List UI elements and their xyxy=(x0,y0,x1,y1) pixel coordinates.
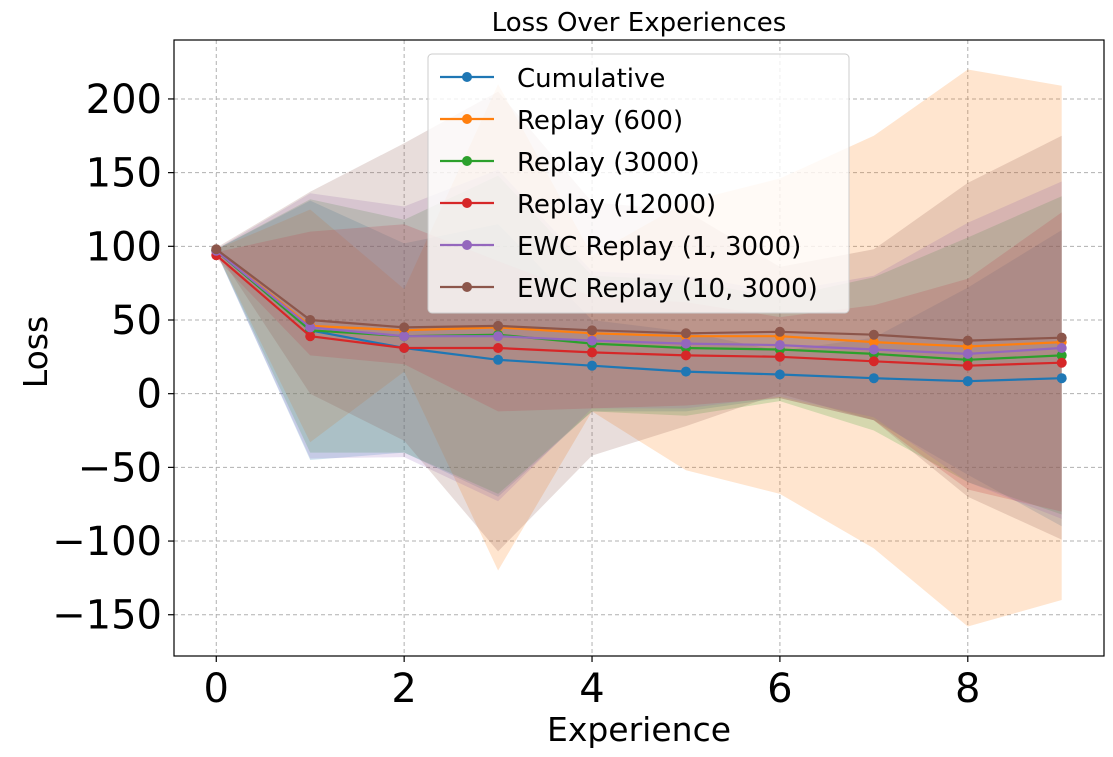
point-series-3 xyxy=(868,356,879,367)
legend-marker xyxy=(462,72,472,82)
legend-label: EWC Replay (1, 3000) xyxy=(517,232,801,262)
y-tick-label: 100 xyxy=(86,224,162,270)
x-axis-ticks: 0 2 4 6 8 xyxy=(204,656,981,712)
point-series-4 xyxy=(493,331,504,342)
point-series-5 xyxy=(399,322,410,333)
legend: Cumulative Replay (600) Replay (3000) Repla… xyxy=(427,53,850,314)
y-tick-label: −50 xyxy=(78,445,162,491)
line-series-5 xyxy=(215,248,1062,342)
y-tick-label: −100 xyxy=(52,519,162,565)
plot-frame xyxy=(173,39,1105,657)
point-series-0 xyxy=(962,376,973,387)
point-series-4 xyxy=(1056,343,1067,353)
point-series-2 xyxy=(1056,350,1067,361)
point-series-4 xyxy=(868,344,879,355)
point-series-4 xyxy=(305,322,316,333)
x-tick-label: 2 xyxy=(391,666,416,712)
point-series-0 xyxy=(680,366,691,377)
point-series-0 xyxy=(1056,373,1067,384)
line-series-2 xyxy=(215,249,1062,361)
x-tick-label: 8 xyxy=(955,666,980,712)
point-series-3 xyxy=(305,331,316,342)
y-tick-label: 200 xyxy=(86,77,162,123)
x-axis-label: Experience xyxy=(547,710,731,749)
point-series-3 xyxy=(1056,357,1067,368)
x-tick-label: 0 xyxy=(204,666,229,712)
point-series-5 xyxy=(774,326,785,337)
x-tick-label: 6 xyxy=(767,666,792,712)
point-series-0 xyxy=(868,373,879,384)
point-series-4 xyxy=(587,335,598,346)
chart-title: Loss Over Experiences xyxy=(492,8,787,38)
point-series-3 xyxy=(962,360,973,371)
point-series-5 xyxy=(587,325,598,336)
y-axis-ticks: −150 −100 −50 0 50 100 150 200 xyxy=(52,77,174,639)
legend-label: Cumulative xyxy=(517,64,665,94)
point-series-5 xyxy=(493,320,504,331)
legend-label: Replay (600) xyxy=(517,106,683,136)
y-tick-label: −150 xyxy=(52,593,162,639)
point-series-4 xyxy=(399,331,410,342)
line-series-0 xyxy=(215,249,1062,383)
series-lines xyxy=(211,244,1067,387)
point-series-4 xyxy=(680,338,691,349)
legend-label: EWC Replay (10, 3000) xyxy=(517,274,818,304)
legend-label: Replay (12000) xyxy=(517,190,716,220)
y-tick-label: 0 xyxy=(137,372,162,418)
legend-items: Cumulative Replay (600) Replay (3000) Repla… xyxy=(440,64,818,304)
point-series-5 xyxy=(680,328,691,339)
point-series-3 xyxy=(399,343,410,353)
point-series-0 xyxy=(493,354,504,365)
legend-marker xyxy=(462,156,472,166)
line-series-4 xyxy=(215,249,1062,356)
point-series-5 xyxy=(305,315,316,325)
point-series-0 xyxy=(774,369,785,380)
y-axis-label: Loss xyxy=(16,316,55,388)
legend-marker xyxy=(462,198,472,208)
band-series-1 xyxy=(216,69,1062,627)
point-series-3 xyxy=(680,350,691,361)
point-series-4 xyxy=(774,340,785,351)
point-series-4 xyxy=(962,348,973,359)
line-series-1 xyxy=(215,249,1062,348)
y-tick-label: 50 xyxy=(111,298,162,344)
point-series-5 xyxy=(962,335,973,346)
point-series-5 xyxy=(868,329,879,340)
point-series-1 xyxy=(868,337,879,348)
y-tick-label: 150 xyxy=(86,151,162,197)
legend-marker xyxy=(462,240,472,250)
legend-marker xyxy=(462,114,472,124)
point-series-5 xyxy=(211,244,222,255)
line-series-3 xyxy=(215,254,1062,367)
legend-label: Replay (3000) xyxy=(517,148,700,178)
point-series-3 xyxy=(774,351,785,362)
point-series-5 xyxy=(1056,332,1067,343)
point-series-3 xyxy=(493,343,504,353)
x-tick-label: 4 xyxy=(579,666,604,712)
legend-marker xyxy=(462,282,472,292)
point-series-3 xyxy=(587,347,598,358)
legend-box xyxy=(427,53,850,314)
point-series-0 xyxy=(587,360,598,371)
